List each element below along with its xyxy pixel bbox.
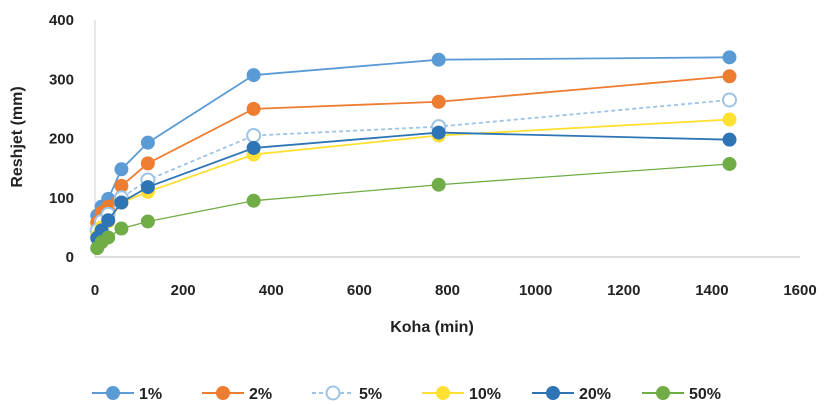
legend-item-10%: 10%: [422, 386, 501, 403]
data-point-50%-120: [140, 214, 155, 229]
y-tick-label-0: 0: [66, 249, 74, 266]
series-layer: [89, 50, 737, 256]
data-point-20%-60: [114, 195, 129, 210]
legend-marker-20%: [546, 386, 560, 400]
data-point-1%-1440: [722, 50, 737, 65]
data-point-50%-30: [101, 230, 116, 245]
legend-marker-2%: [216, 386, 230, 400]
series-line-5%: [96, 99, 730, 231]
legend-marker-50%: [656, 386, 670, 400]
series-10%: [90, 112, 737, 244]
y-tick-labels: 0 100 200 300 400: [49, 12, 74, 266]
legend-marker-1%: [106, 386, 120, 400]
x-tick-label-1200: 1200: [607, 282, 640, 299]
x-tick-label-1000: 1000: [519, 282, 552, 299]
series-50%: [90, 156, 737, 256]
data-point-50%-360: [246, 193, 261, 208]
legend-marker-10%: [436, 386, 450, 400]
legend-item-2%: 2%: [202, 386, 272, 403]
legend: 1% 2% 5% 10% 20% 50%: [92, 385, 721, 403]
data-point-1%-120: [140, 135, 155, 150]
legend-item-50%: 50%: [642, 386, 721, 403]
series-line-2%: [96, 75, 730, 223]
y-tick-label-300: 300: [49, 71, 74, 88]
x-tick-label-800: 800: [435, 282, 460, 299]
series-1%: [90, 50, 737, 223]
data-point-20%-780: [431, 125, 446, 140]
legend-item-20%: 20%: [532, 386, 611, 403]
x-tick-label-400: 400: [259, 282, 284, 299]
x-tick-label-200: 200: [171, 282, 196, 299]
legend-label-10%: 10%: [469, 386, 501, 403]
data-point-5%-1440: [722, 92, 737, 108]
data-point-50%-780: [431, 177, 446, 192]
y-axis-title: Reshjet (mm): [9, 86, 26, 187]
data-point-2%-120: [140, 156, 155, 171]
y-tick-label-200: 200: [49, 131, 74, 148]
data-point-20%-360: [246, 140, 261, 155]
data-point-1%-60: [114, 162, 129, 177]
series-line-1%: [96, 56, 730, 216]
legend-item-5%: 5%: [312, 385, 382, 403]
data-point-20%-120: [140, 180, 155, 195]
y-tick-label-100: 100: [49, 190, 74, 207]
x-tick-label-0: 0: [91, 282, 99, 299]
legend-marker-5%: [325, 385, 341, 401]
data-point-2%-1440: [722, 69, 737, 84]
data-point-20%-30: [101, 213, 116, 228]
data-point-2%-780: [431, 94, 446, 109]
x-tick-label-1400: 1400: [695, 282, 728, 299]
x-tick-label-600: 600: [347, 282, 372, 299]
x-axis-title: Koha (min): [390, 319, 474, 336]
legend-label-50%: 50%: [689, 386, 721, 403]
data-point-20%-1440: [722, 132, 737, 147]
y-tick-label-400: 400: [49, 12, 74, 29]
data-point-5%-360: [246, 128, 262, 144]
legend-label-1%: 1%: [139, 386, 162, 403]
series-2%: [90, 69, 737, 230]
legend-label-2%: 2%: [249, 386, 272, 403]
x-tick-label-1600: 1600: [783, 282, 816, 299]
data-point-1%-360: [246, 68, 261, 83]
series-5%: [89, 92, 737, 238]
legend-label-5%: 5%: [359, 386, 382, 403]
legend-item-1%: 1%: [92, 386, 162, 403]
data-point-1%-780: [431, 52, 446, 67]
data-point-10%-1440: [722, 112, 737, 127]
x-tick-labels: 0 200 400 600 800 1000 1200 1400 1600: [91, 282, 817, 299]
legend-label-20%: 20%: [579, 386, 611, 403]
data-point-2%-360: [246, 101, 261, 116]
series-line-20%: [96, 131, 730, 239]
data-point-50%-60: [114, 221, 129, 236]
data-point-50%-1440: [722, 156, 737, 171]
